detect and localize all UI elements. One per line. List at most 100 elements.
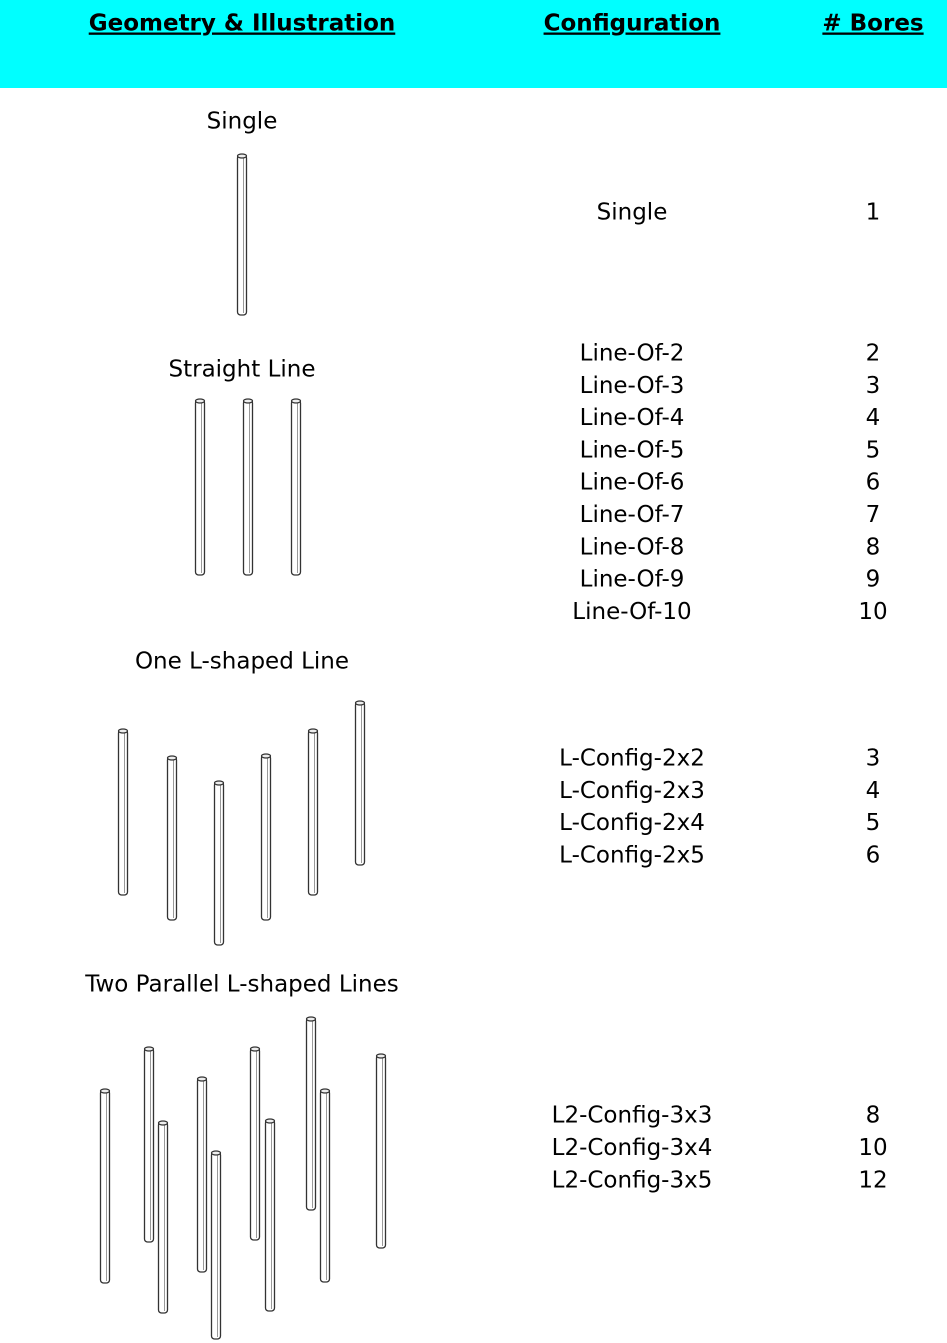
pipe <box>307 728 319 896</box>
pipe <box>194 398 206 576</box>
pipe <box>305 1016 317 1211</box>
bore-count: 3 <box>866 373 881 399</box>
configuration: L2-Config-3x5 <box>552 1168 713 1194</box>
pipe <box>290 398 302 576</box>
geometry-title: Straight Line <box>169 357 316 383</box>
pipe <box>213 780 225 946</box>
pipe <box>319 1088 331 1283</box>
bore-count: 8 <box>866 534 881 560</box>
bore-count: 12 <box>858 1168 887 1194</box>
pipe-body <box>319 1089 331 1283</box>
pipe <box>210 1150 222 1340</box>
pipe-top <box>143 1046 155 1052</box>
pipe-top <box>117 728 129 734</box>
pipe-top <box>290 398 302 404</box>
configuration: L-Config-2x3 <box>559 778 705 804</box>
pipe-body <box>249 1047 261 1241</box>
header-bores: # Bores <box>822 11 923 37</box>
pipe-body <box>242 399 254 576</box>
pipe-body <box>260 754 272 921</box>
bore-count: 10 <box>858 1135 887 1161</box>
pipe <box>260 753 272 921</box>
pipe-top <box>375 1053 387 1059</box>
pipe-body <box>213 781 225 946</box>
configuration: L-Config-2x5 <box>559 842 705 868</box>
configuration: L-Config-2x4 <box>559 810 705 836</box>
bore-count: 9 <box>866 567 881 593</box>
pipe-body <box>236 154 248 316</box>
pipe-body <box>166 756 178 921</box>
pipe-body <box>99 1089 111 1284</box>
pipe <box>264 1118 276 1312</box>
pipe-top <box>264 1118 276 1124</box>
header-geometry: Geometry & Illustration <box>89 11 396 37</box>
pipe <box>196 1076 208 1273</box>
pipe-top <box>194 398 206 404</box>
geometry-title: Two Parallel L-shaped Lines <box>84 972 399 998</box>
pipe-body <box>143 1047 155 1243</box>
bore-count: 3 <box>866 746 881 772</box>
pipe-top <box>196 1076 208 1082</box>
pipe <box>249 1046 261 1241</box>
header-bar <box>0 0 947 88</box>
pipe-body <box>375 1054 387 1249</box>
pipe-body <box>307 729 319 896</box>
bore-count: 2 <box>866 341 881 367</box>
configuration: Line-Of-6 <box>580 470 685 496</box>
geometry-title: One L-shaped Line <box>135 649 349 675</box>
header-configuration: Configuration <box>544 11 721 37</box>
pipe-body <box>117 729 129 896</box>
pipe-top <box>210 1150 222 1156</box>
pipe <box>242 398 254 576</box>
pipe-top <box>166 755 178 761</box>
pipe-body <box>264 1119 276 1312</box>
pipe <box>157 1120 169 1314</box>
pipe-body <box>196 1077 208 1273</box>
bore-count: 4 <box>866 778 881 804</box>
pipe-top <box>157 1120 169 1126</box>
pipe-top <box>249 1046 261 1052</box>
configuration: L2-Config-3x3 <box>552 1103 713 1129</box>
configuration: Line-Of-5 <box>580 437 685 463</box>
pipe-body <box>157 1121 169 1314</box>
pipe-top <box>354 700 366 706</box>
bore-count: 5 <box>866 437 881 463</box>
pipe <box>99 1088 111 1284</box>
pipe-top <box>242 398 254 404</box>
configuration: Line-Of-4 <box>580 405 685 431</box>
pipe <box>354 700 366 866</box>
configuration: Line-Of-8 <box>580 534 685 560</box>
bore-count: 8 <box>866 1103 881 1129</box>
bore-count: 6 <box>866 470 881 496</box>
bore-count: 4 <box>866 405 881 431</box>
pipe-body <box>354 701 366 866</box>
pipe-top <box>260 753 272 759</box>
pipe <box>117 728 129 896</box>
configuration: Line-Of-3 <box>580 373 685 399</box>
pipe <box>236 153 248 316</box>
configuration: L2-Config-3x4 <box>552 1135 713 1161</box>
configuration: Line-Of-10 <box>572 599 691 625</box>
pipe-top <box>236 153 248 159</box>
bore-count: 7 <box>866 502 881 528</box>
pipe-top <box>213 780 225 786</box>
bore-count: 5 <box>866 810 881 836</box>
illustrations <box>99 153 387 1340</box>
configuration: L-Config-2x2 <box>559 746 705 772</box>
geometry-title: Single <box>207 109 278 135</box>
bore-count: 10 <box>858 599 887 625</box>
pipe-top <box>307 728 319 734</box>
pipe-body <box>305 1017 317 1211</box>
pipe-body <box>290 399 302 576</box>
pipe <box>166 755 178 921</box>
pipe-top <box>319 1088 331 1094</box>
pipe <box>143 1046 155 1243</box>
pipe-top <box>305 1016 317 1022</box>
configuration: Line-Of-7 <box>580 502 685 528</box>
bore-count: 6 <box>866 842 881 868</box>
configuration: Line-Of-9 <box>580 567 685 593</box>
bore-count: 1 <box>866 200 881 226</box>
pipe-top <box>99 1088 111 1094</box>
